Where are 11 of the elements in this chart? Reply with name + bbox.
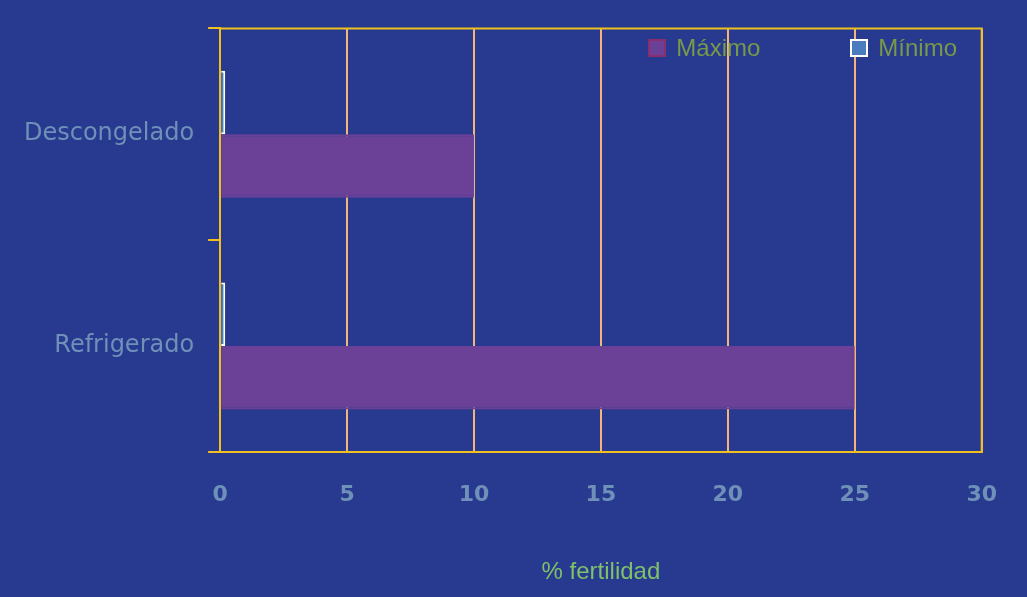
y-tick-label: Descongelado — [23, 118, 195, 147]
x-tick-label: 20 — [712, 480, 744, 506]
x-tick-label: 0 — [212, 480, 228, 506]
x-tick-label: 15 — [585, 480, 617, 506]
x-tick-label: 30 — [966, 480, 997, 506]
x-tick-label: 25 — [839, 480, 871, 506]
x-axis-title: % fertilidad — [541, 557, 661, 585]
x-tick-label: 5 — [339, 480, 355, 506]
y-tick-label: Refrigerado — [54, 330, 195, 359]
legend-label: Mínimo — [878, 34, 957, 62]
x-tick-label: 10 — [458, 480, 490, 506]
